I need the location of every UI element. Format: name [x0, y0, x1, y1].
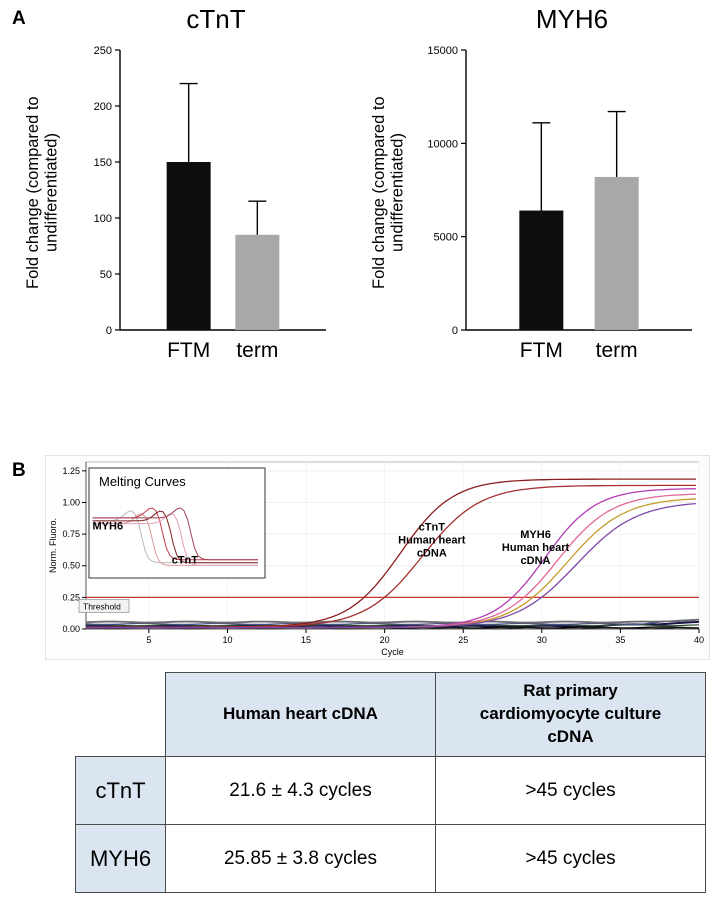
svg-text:Human heart: Human heart	[398, 534, 466, 546]
svg-text:100: 100	[94, 213, 112, 225]
row-label-myh6: MYH6	[75, 824, 166, 893]
svg-text:1.00: 1.00	[62, 497, 80, 507]
panel-a-bar-charts: cTnT Fold change (compared to undifferen…	[24, 4, 704, 375]
qpcr-amplification-plot: 0.00 0.25 0.50 0.75 1.00 1.25 5 10 15 20 25 30 35 40 C…	[45, 455, 710, 660]
svg-text:150: 150	[94, 157, 112, 169]
svg-text:40: 40	[694, 635, 704, 645]
cell-ctnt-rat-primary: >45 cycles	[435, 756, 706, 825]
svg-text:20: 20	[380, 635, 390, 645]
svg-text:50: 50	[100, 269, 112, 281]
table-header-human-heart: Human heart cDNA	[165, 672, 436, 757]
svg-text:15: 15	[301, 635, 311, 645]
panel-b-label: B	[12, 460, 26, 481]
bar-chart-svg-myh6: 0 5000 10000 15000 FTM term	[427, 45, 692, 362]
svg-text:10: 10	[222, 635, 232, 645]
panel-a-label: A	[12, 8, 26, 29]
chart-title-ctnt: cTnT	[186, 4, 246, 34]
svg-text:Norm. Fluoro.: Norm. Fluoro.	[48, 518, 58, 573]
svg-text:Cycle: Cycle	[381, 647, 404, 657]
svg-text:30: 30	[537, 635, 547, 645]
svg-text:5: 5	[146, 635, 151, 645]
svg-text:cTnT: cTnT	[172, 555, 199, 567]
svg-text:35: 35	[615, 635, 625, 645]
svg-text:MYH6: MYH6	[93, 521, 124, 533]
bar-chart-svg-ctnt: 0 50 100 150 200 250 FTM term	[94, 45, 326, 362]
svg-text:cTnT: cTnT	[419, 521, 446, 533]
table-header-rat-primary: Rat primary cardiomyocyte culture cDNA	[435, 672, 706, 757]
y-axis-label-myh6: Fold change (compared to undifferentiate…	[370, 96, 407, 289]
svg-text:FTM: FTM	[520, 339, 563, 362]
svg-text:1.25: 1.25	[62, 466, 80, 476]
y-axis-label-ctnt: Fold change (compared to undifferentiate…	[24, 96, 61, 289]
svg-text:5000: 5000	[434, 232, 458, 244]
chart-title-myh6: MYH6	[535, 4, 609, 34]
svg-text:MYH6: MYH6	[520, 529, 551, 541]
svg-text:10000: 10000	[427, 139, 458, 151]
table-header-row: Human heart cDNA Rat primary cardiomyocy…	[75, 672, 706, 757]
svg-text:0.50: 0.50	[62, 561, 80, 571]
svg-text:25: 25	[458, 635, 468, 645]
svg-text:0: 0	[452, 325, 458, 337]
svg-text:0: 0	[106, 325, 112, 337]
svg-text:cDNA: cDNA	[417, 547, 447, 559]
svg-text:15000: 15000	[427, 45, 458, 57]
row-label-ctnt: cTnT	[75, 756, 166, 825]
svg-text:Melting Curves: Melting Curves	[99, 474, 186, 489]
svg-text:0.00: 0.00	[62, 624, 80, 634]
svg-text:0.75: 0.75	[62, 529, 80, 539]
ct-results-table: Human heart cDNA Rat primary cardiomyocy…	[75, 672, 706, 893]
svg-text:250: 250	[94, 45, 112, 57]
cell-myh6-human-heart: 25.85 ± 3.8 cycles	[165, 824, 436, 893]
table-row-myh6: MYH6 25.85 ± 3.8 cycles >45 cycles	[75, 824, 706, 893]
svg-text:Human heart: Human heart	[502, 542, 570, 554]
svg-text:term: term	[236, 339, 278, 362]
cell-myh6-rat-primary: >45 cycles	[435, 824, 706, 893]
bar-chart-ctnt: cTnT Fold change (compared to undifferen…	[24, 4, 338, 375]
svg-text:Threshold: Threshold	[83, 601, 121, 611]
svg-text:cDNA: cDNA	[521, 555, 551, 567]
svg-text:0.25: 0.25	[62, 592, 80, 602]
table-row-ctnt: cTnT 21.6 ± 4.3 cycles >45 cycles	[75, 756, 706, 825]
svg-text:200: 200	[94, 101, 112, 113]
bar-chart-myh6: MYH6 Fold change (compared to undifferen…	[370, 4, 704, 375]
cell-ctnt-human-heart: 21.6 ± 4.3 cycles	[165, 756, 436, 825]
svg-text:term: term	[596, 339, 638, 362]
svg-text:FTM: FTM	[167, 339, 210, 362]
table-corner-cell	[75, 672, 166, 757]
